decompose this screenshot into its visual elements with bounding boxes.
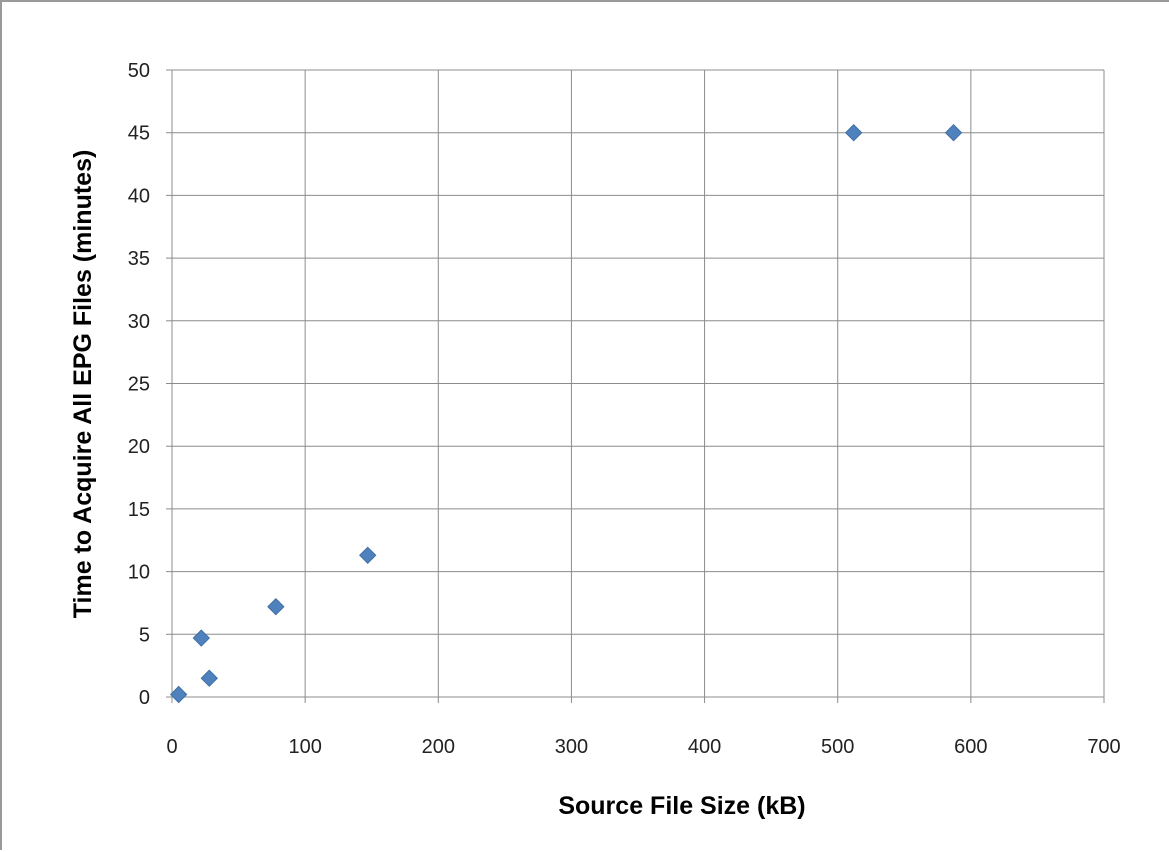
y-tick-label: 45 bbox=[128, 123, 150, 145]
x-tick-label: 400 bbox=[688, 736, 721, 758]
y-tick-label: 25 bbox=[128, 374, 150, 396]
gridlines bbox=[171, 69, 1105, 698]
axes bbox=[166, 69, 1105, 703]
data-point-5 bbox=[359, 546, 377, 565]
y-axis-title: Time to Acquire All EPG Files (minutes) bbox=[69, 150, 97, 619]
x-axis-title: Source File Size (kB) bbox=[558, 792, 805, 820]
x-tick-label: 0 bbox=[166, 736, 177, 758]
y-tick-label: 5 bbox=[139, 624, 150, 646]
y-tick-label: 50 bbox=[128, 60, 150, 82]
data-point-1 bbox=[169, 685, 188, 704]
x-tick-label: 600 bbox=[954, 736, 987, 758]
x-tick-label: 300 bbox=[555, 736, 588, 758]
data-point-2 bbox=[192, 629, 210, 647]
y-tick-label: 40 bbox=[128, 185, 150, 207]
y-tick-label: 35 bbox=[128, 248, 150, 270]
data-point-7 bbox=[944, 123, 963, 142]
x-tick-label: 700 bbox=[1087, 736, 1120, 758]
data-points bbox=[169, 123, 963, 704]
data-point-6 bbox=[844, 123, 863, 142]
y-tick-label: 15 bbox=[128, 499, 150, 521]
y-tick-label: 20 bbox=[128, 436, 150, 458]
data-point-3 bbox=[200, 669, 218, 687]
y-tick-label: 30 bbox=[128, 311, 150, 333]
x-tick-label: 500 bbox=[821, 736, 854, 758]
data-point-4 bbox=[267, 598, 285, 616]
x-tick-label: 100 bbox=[288, 736, 321, 758]
y-tick-label: 0 bbox=[139, 687, 150, 709]
y-tick-label: 10 bbox=[128, 562, 150, 584]
x-tick-label: 200 bbox=[422, 736, 455, 758]
